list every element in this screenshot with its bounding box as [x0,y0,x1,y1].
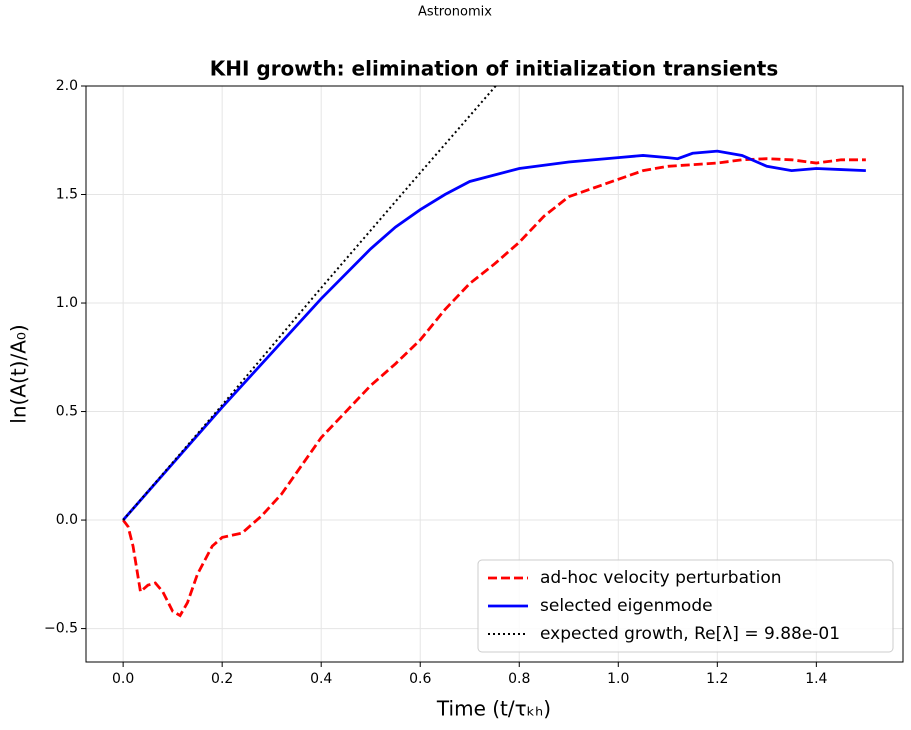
series-line [122,157,866,618]
x-tick-label: 1.0 [607,671,629,687]
legend-label: ad-hoc velocity perturbation [540,568,782,588]
y-axis-label: ln(A(t)/A₀) [7,324,31,423]
y-tick-label: 0.5 [56,404,78,420]
x-tick-label: 0.0 [112,671,134,687]
legend-label: selected eigenmode [540,596,713,616]
x-tick-label: 0.8 [508,671,530,687]
legend-label: expected growth, Re[λ] = 9.88e-01 [540,624,840,644]
x-tick-label: 0.2 [211,671,233,687]
x-tick-label: 0.6 [409,671,431,687]
x-axis-label: Time (t/τₖₕ) [436,697,551,721]
chart-title: KHI growth: elimination of initializatio… [210,57,779,81]
y-tick-label: 2.0 [56,78,78,94]
y-tick-label: −0.5 [44,621,78,637]
y-tick-label: 0.0 [56,512,78,528]
legend-box [477,559,894,653]
y-tick-label: 1.0 [56,295,78,311]
app-header: Astronomix [418,5,492,20]
y-tick-label: 1.5 [56,187,78,203]
x-tick-label: 1.2 [706,671,728,687]
series-line [122,86,498,521]
x-tick-label: 1.4 [805,671,827,687]
series-line [122,149,866,521]
x-tick-label: 0.4 [310,671,332,687]
